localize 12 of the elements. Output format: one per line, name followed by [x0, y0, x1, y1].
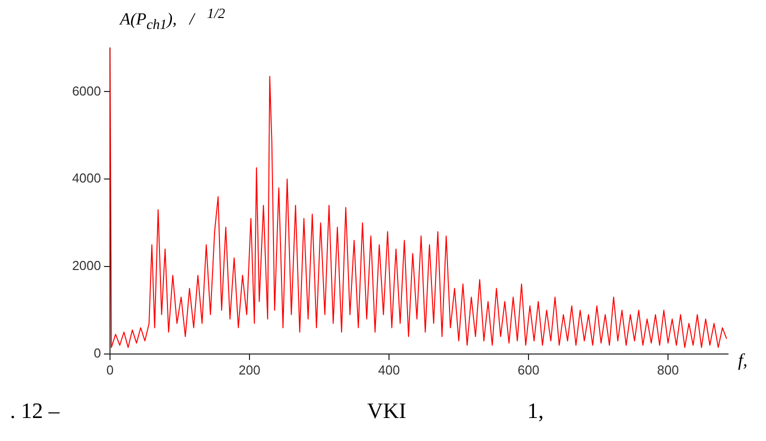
text: . 12 – VKI 1,: [10, 398, 544, 424]
y-tick-label: 4000: [72, 170, 101, 186]
x-tick-label: 0: [106, 362, 114, 378]
x-tick-label: 200: [238, 362, 260, 378]
x-tick-label: 400: [378, 362, 400, 378]
y-tick-label: 0: [94, 346, 101, 361]
y-tick-label: 6000: [72, 83, 101, 98]
x-tick-label: 600: [518, 362, 540, 378]
y-tick-label: 2000: [72, 258, 101, 274]
x-tick-label: 800: [657, 362, 679, 378]
x-axis-title: f,: [738, 350, 748, 371]
y-axis-title: A(P$_{ch1}$), / $^{1/2}$: [120, 6, 226, 34]
